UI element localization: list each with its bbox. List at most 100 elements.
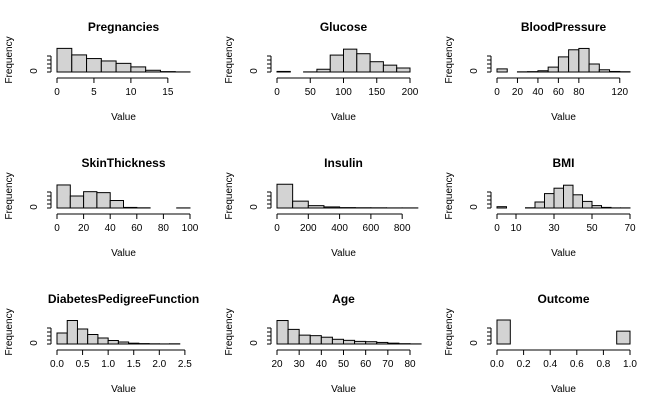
histogram-bar <box>578 47 590 73</box>
x-tick-label: 70 <box>382 359 394 370</box>
histogram-bar <box>369 61 384 73</box>
x-tick-label: 0 <box>494 223 500 234</box>
histogram-bar <box>572 194 583 209</box>
histogram-bar <box>354 340 367 345</box>
panel-title: DiabetesPedigreeFunction <box>48 292 199 306</box>
x-tick-label: 0.0 <box>50 359 64 370</box>
x-tick-label: 70 <box>624 223 636 234</box>
histogram-bar <box>356 53 371 73</box>
x-axis-title: Value <box>331 112 356 123</box>
histogram-panel: Glucose 0 50 100 150 200 0 Value Frequency <box>224 20 419 123</box>
histogram-bar <box>588 63 600 73</box>
x-axis-title: Value <box>551 112 576 123</box>
histogram-bar <box>115 62 132 73</box>
x-tick-label: 50 <box>338 359 350 370</box>
histogram-panel: Age 20 30 40 50 60 70 80 0 Value Frequency <box>224 292 422 395</box>
histogram-bar <box>323 206 341 209</box>
x-tick-label: 80 <box>158 223 170 234</box>
histogram-bar <box>316 68 331 73</box>
histogram-bar <box>83 191 98 209</box>
histogram-bar <box>601 206 612 209</box>
x-tick-label: 150 <box>368 87 385 98</box>
x-axis-title: Value <box>551 248 576 259</box>
x-tick-label: 50 <box>586 223 598 234</box>
histogram-bar <box>382 64 398 73</box>
histogram-bar <box>387 342 400 345</box>
histogram-panel: Pregnancies 0 5 10 15 0 Value Frequency <box>4 20 191 123</box>
panel-title: Age <box>332 292 355 306</box>
x-tick-label: 20 <box>78 223 90 234</box>
x-tick-label: 40 <box>316 359 328 370</box>
y-tick-label: 0 <box>29 204 40 210</box>
histogram-bar <box>56 332 68 345</box>
histogram-bar <box>396 67 411 73</box>
histogram-bar <box>609 70 621 73</box>
x-tick-label: 600 <box>363 223 380 234</box>
panel-title: BloodPressure <box>521 20 607 34</box>
histogram-bar <box>547 66 559 73</box>
x-tick-label: 20 <box>271 359 283 370</box>
histogram-panel: DiabetesPedigreeFunction 0.0 0.5 1.0 1.5 2.0 2… <box>4 292 199 395</box>
x-tick-label: 60 <box>360 359 372 370</box>
x-tick-label: 80 <box>404 359 416 370</box>
x-tick-label: 0.5 <box>76 359 90 370</box>
x-axis-title: Value <box>111 248 136 259</box>
histogram-bar <box>56 47 73 73</box>
x-tick-label: 200 <box>402 87 419 98</box>
x-tick-label: 0 <box>494 87 500 98</box>
histogram-bar <box>71 54 88 73</box>
histogram-bar <box>292 200 309 209</box>
x-tick-label: 80 <box>573 87 585 98</box>
histogram-bar <box>66 320 78 345</box>
x-tick-label: 10 <box>125 87 137 98</box>
x-tick-label: 0.0 <box>490 359 504 370</box>
histogram-bar <box>553 187 564 209</box>
y-axis-title: Frequency <box>444 308 455 355</box>
x-tick-label: 0 <box>54 223 60 234</box>
panel-title: BMI <box>553 156 575 170</box>
histogram-bar <box>309 335 322 345</box>
x-axis-title: Value <box>331 248 356 259</box>
y-axis-title: Frequency <box>224 172 235 219</box>
x-tick-label: 1.0 <box>623 359 637 370</box>
y-tick-label: 0 <box>29 340 40 346</box>
x-tick-label: 0.4 <box>543 359 557 370</box>
histogram-panel: BMI 0 10 30 50 70 0 Value Frequency <box>444 156 636 259</box>
panel-title: SkinThickness <box>81 156 165 170</box>
histogram-panel: BloodPressure 0 20 40 60 80 120 0 Value Frequency <box>444 20 631 123</box>
histogram-bar <box>56 184 71 209</box>
histogram-bar <box>331 338 344 345</box>
y-axis-title: Frequency <box>224 308 235 355</box>
x-tick-label: 120 <box>611 87 628 98</box>
x-tick-label: 1.0 <box>101 359 115 370</box>
histogram-bar <box>582 200 593 209</box>
histogram-bar <box>568 49 580 73</box>
histogram-bar <box>69 195 85 209</box>
y-tick-label: 0 <box>29 68 40 74</box>
x-tick-label: 0 <box>274 223 280 234</box>
x-tick-label: 40 <box>532 87 544 98</box>
x-tick-label: 30 <box>294 359 306 370</box>
histogram-bar <box>128 342 140 345</box>
histogram-bar <box>365 341 378 345</box>
x-tick-label: 60 <box>553 87 565 98</box>
x-tick-label: 10 <box>510 223 522 234</box>
x-tick-label: 0.2 <box>517 359 531 370</box>
histogram-bar <box>320 336 333 345</box>
histogram-bar <box>557 56 570 73</box>
y-tick-label: 0 <box>469 204 480 210</box>
histogram-bar <box>598 69 611 73</box>
histogram-panel: Outcome 0.0 0.2 0.4 0.6 0.8 1.0 0 Value Frequency <box>444 292 637 395</box>
histogram-bar <box>287 328 300 345</box>
histogram-bar <box>97 337 109 345</box>
histogram-bar <box>591 205 602 209</box>
x-tick-label: 100 <box>335 87 352 98</box>
y-tick-label: 0 <box>249 204 260 210</box>
histogram-bar <box>616 330 631 345</box>
panel-title: Pregnancies <box>88 20 160 34</box>
histogram-bar <box>496 206 507 209</box>
x-axis-title: Value <box>111 384 136 395</box>
histogram-bar <box>496 68 508 73</box>
histogram-bar <box>276 320 289 345</box>
histogram-bar <box>107 340 119 345</box>
